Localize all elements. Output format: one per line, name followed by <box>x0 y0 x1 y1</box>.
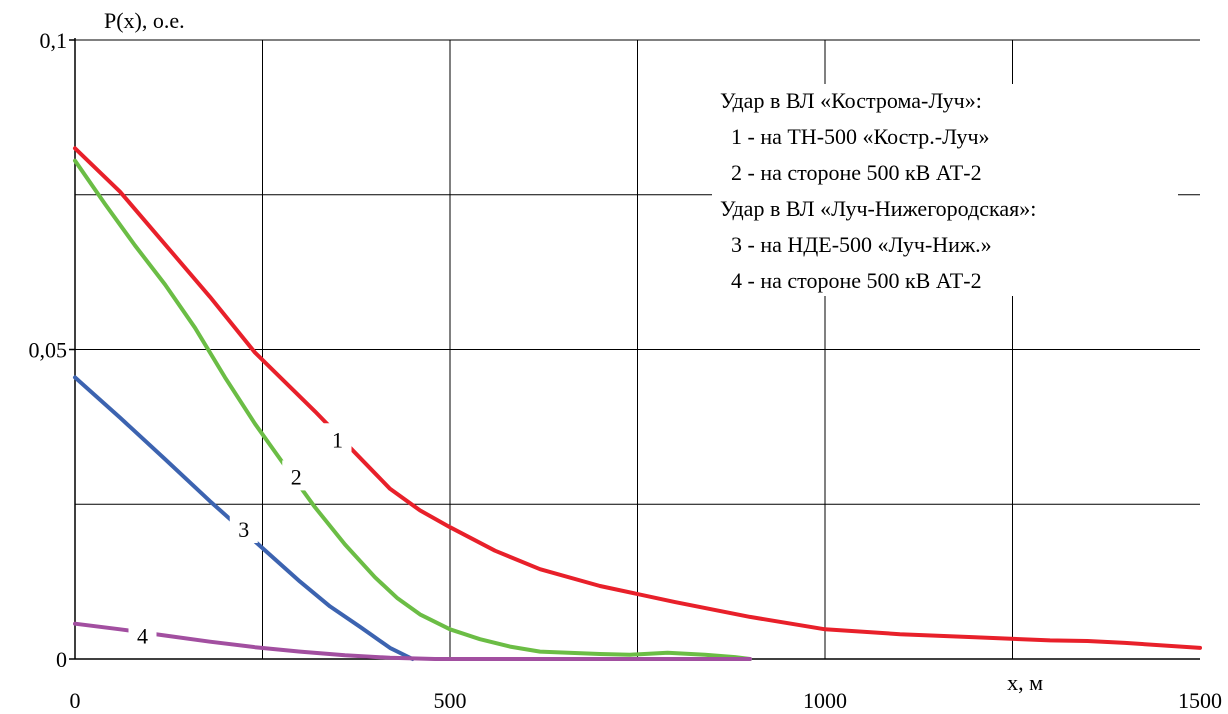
series-label-4: 4 <box>137 623 148 648</box>
series-label-2: 2 <box>291 464 302 489</box>
legend-line-5: 4 - на стороне 500 кВ АТ-2 <box>731 268 982 293</box>
x-axis-title: x, м <box>1007 670 1043 695</box>
series-label-backing-4 <box>128 619 157 650</box>
series-label-backing-3 <box>229 513 258 544</box>
legend: Удар в ВЛ «Кострома-Луч»: 1 - на ТН-500 «… <box>712 84 1178 296</box>
series-label-backing-1 <box>323 423 352 454</box>
series-line-1 <box>73 146 1202 650</box>
y-axis-title: P(x), о.е. <box>104 8 185 33</box>
series-line-3 <box>73 375 415 661</box>
y-tick-label: 0,1 <box>40 28 68 53</box>
legend-line-1: 1 - на ТН-500 «Костр.-Луч» <box>731 124 990 149</box>
series-layer: 1 2 3 4 <box>73 146 1202 661</box>
legend-line-2: 2 - на стороне 500 кВ АТ-2 <box>731 160 982 185</box>
legend-line-3: Удар в ВЛ «Луч-Нижегородская»: <box>720 196 1036 221</box>
x-tick-label: 1000 <box>803 688 847 713</box>
series-line-2 <box>73 158 752 661</box>
x-tick-label: 0 <box>70 688 81 713</box>
tick-labels: 0 500 1000 1500 0 0,05 0,1 <box>29 28 1223 713</box>
series-label-backing-2 <box>282 460 311 491</box>
legend-line-4: 3 - на НДЕ-500 «Луч-Ниж.» <box>731 232 992 257</box>
legend-line-0: Удар в ВЛ «Кострома-Луч»: <box>720 88 982 113</box>
x-tick-label: 1500 <box>1178 688 1222 713</box>
series-label-1: 1 <box>332 427 343 452</box>
legend-background <box>712 84 1178 296</box>
x-tick-label: 500 <box>434 688 467 713</box>
series-label-3: 3 <box>238 517 249 542</box>
y-tick-label: 0 <box>56 647 67 672</box>
grid-lines <box>75 39 1200 659</box>
y-tick-label: 0,05 <box>29 338 68 363</box>
